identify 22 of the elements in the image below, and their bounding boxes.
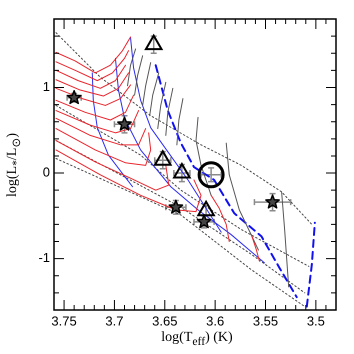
point — [66, 90, 82, 104]
line-series — [56, 158, 306, 308]
x-tick-label: 3.65 — [152, 313, 178, 328]
point — [265, 194, 280, 209]
y-tick-label: 0 — [42, 164, 50, 180]
x-axis-title: log(T$_{eff}$) (K) — [160, 330, 234, 348]
y-tick-label: 1 — [42, 79, 50, 94]
point — [154, 150, 172, 166]
x-tick-label: 3.5 — [306, 313, 325, 328]
x-tick-label: 3.75 — [51, 313, 77, 328]
y-tick-label: -1 — [38, 250, 50, 266]
line-series — [154, 64, 298, 298]
line-series — [56, 32, 312, 225]
point — [198, 161, 225, 188]
x-tick-label: 3.6 — [206, 313, 224, 328]
x-tick-label: 3.7 — [105, 313, 124, 328]
line-series — [56, 104, 310, 267]
point — [117, 116, 132, 131]
point — [144, 34, 162, 50]
point — [168, 200, 184, 214]
x-tick-label: 3.55 — [252, 313, 278, 328]
point — [173, 163, 191, 179]
